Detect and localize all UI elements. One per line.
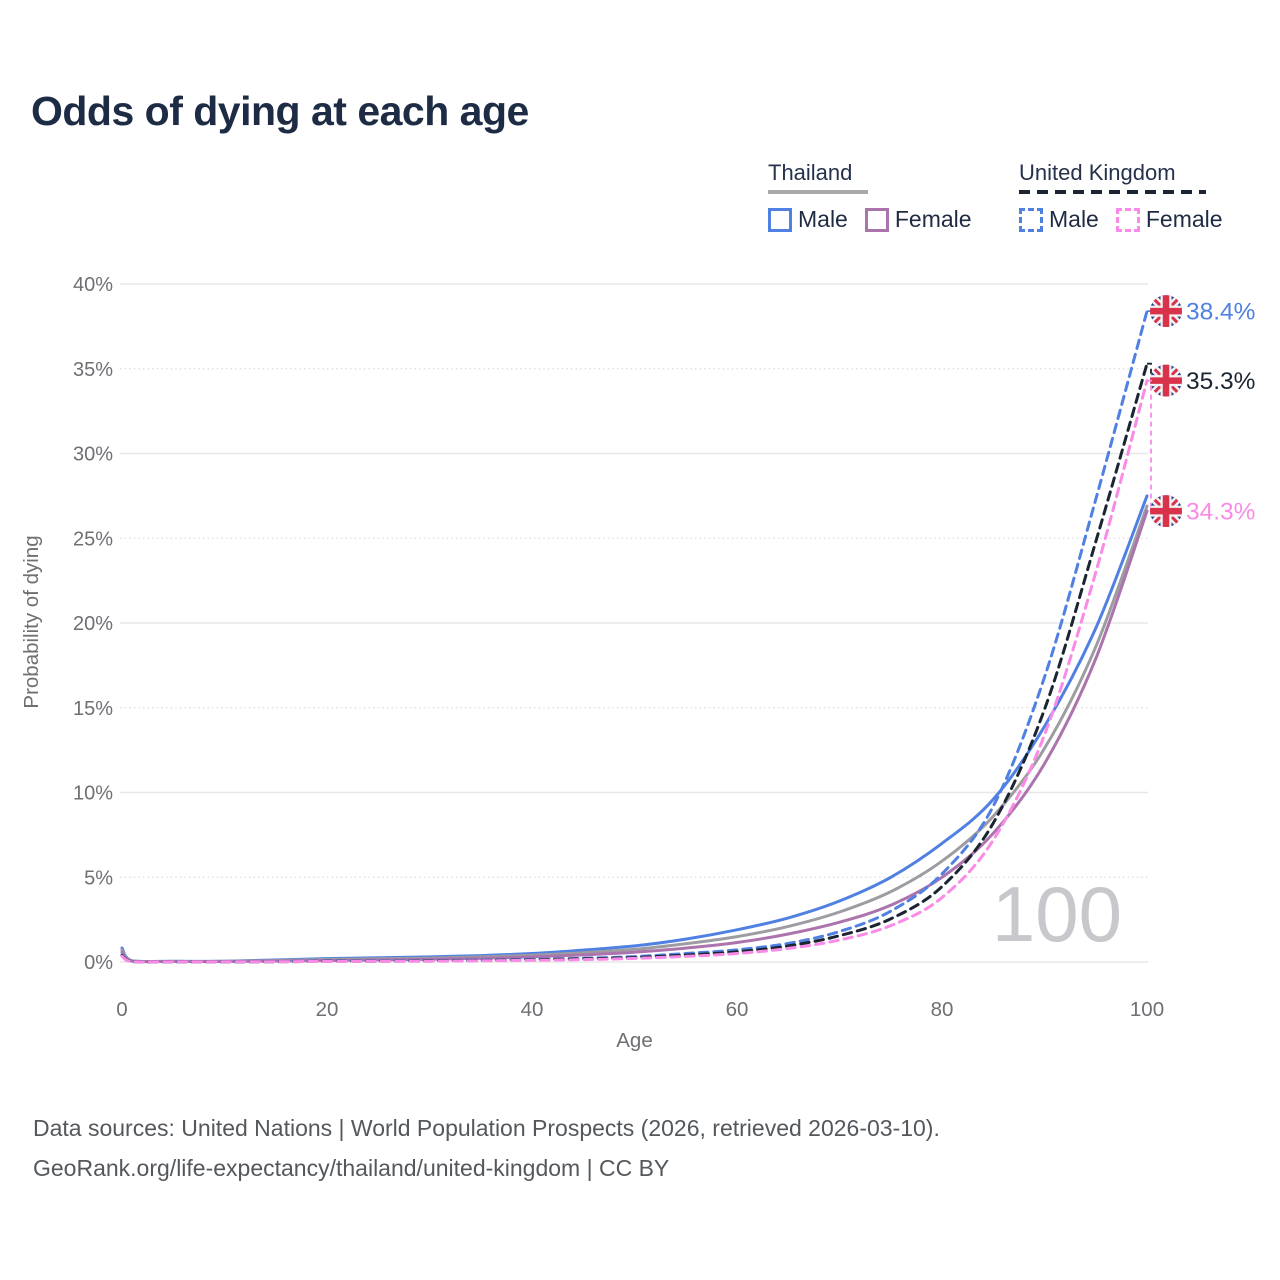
x-tick-label: 100 [1130, 998, 1164, 1021]
x-tick-label: 0 [116, 998, 127, 1021]
page-title: Odds of dying at each age [31, 88, 529, 134]
legend-item-uk-male[interactable]: Male [1019, 206, 1099, 233]
y-axis-title: Probability of dying [20, 535, 43, 708]
y-tick-label: 15% [73, 698, 113, 720]
x-axis-title: Age [616, 1029, 652, 1052]
legend-underline-uk-dashed [1019, 190, 1206, 194]
series-end-value-label: 35.3% [1186, 368, 1255, 395]
x-tick-label: 20 [316, 998, 339, 1021]
legend-item-thailand-female[interactable]: Female [864, 206, 972, 233]
thailand-male-swatch-icon [768, 207, 792, 232]
y-tick-label: 35% [73, 359, 113, 381]
legend-item-label: Female [1145, 206, 1223, 232]
series-end-value-label: 38.4% [1186, 299, 1255, 326]
attribution-text: GeoRank.org/life-expectancy/thailand/uni… [33, 1155, 670, 1181]
legend-group-thailand: Thailand Male Female [768, 160, 989, 233]
x-tick-label: 80 [931, 998, 954, 1021]
legend-group-united-kingdom: United Kingdom Male Female [1019, 160, 1240, 233]
y-tick-label: 10% [73, 783, 113, 805]
legend-item-thailand-male[interactable]: Male [768, 206, 848, 233]
y-tick-label: 5% [84, 867, 113, 889]
thailand-female-swatch-icon [864, 207, 889, 232]
uk-flag-icon [1150, 495, 1182, 528]
x-tick-label: 60 [726, 998, 749, 1021]
legend-underline-thailand-solid [768, 190, 868, 194]
footer: Data sources: United Nations | World Pop… [33, 1108, 940, 1188]
uk-male-swatch-icon [1019, 207, 1043, 232]
y-tick-label: 0% [84, 952, 113, 974]
y-tick-label: 30% [73, 444, 113, 466]
series-line-united-kingdom-male [120, 309, 1149, 964]
legend-item-label: Male [1049, 206, 1099, 232]
label-connector [1147, 379, 1152, 512]
uk-female-swatch-icon [1115, 207, 1140, 232]
legend-title-thailand: Thailand [768, 160, 853, 185]
legend-item-label: Male [798, 206, 848, 232]
legend-title-united-kingdom: United Kingdom [1019, 160, 1176, 185]
age-counter-watermark: 100 [992, 870, 1122, 958]
y-tick-label: 40% [73, 274, 113, 296]
series-line-united-kingdom-female [120, 379, 1149, 964]
y-tick-label: 20% [73, 613, 113, 635]
legend-item-label: Female [894, 206, 972, 232]
legend-item-uk-female[interactable]: Female [1115, 206, 1223, 233]
data-source-text: Data sources: United Nations | World Pop… [33, 1115, 940, 1141]
y-tick-label: 25% [73, 528, 113, 550]
x-tick-label: 40 [521, 998, 544, 1021]
series-end-value-label: 34.3% [1186, 499, 1255, 526]
uk-flag-icon [1150, 295, 1182, 328]
uk-flag-icon [1150, 364, 1182, 397]
